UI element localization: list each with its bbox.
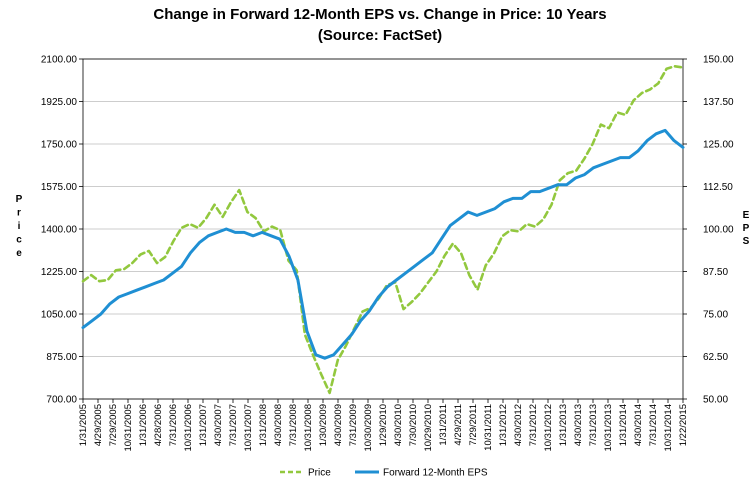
y-tick-label-right: 50.00 xyxy=(703,395,728,406)
x-tick-label: 10/31/2012 xyxy=(543,404,554,452)
x-tick-label: 10/29/2010 xyxy=(423,404,434,452)
y-tick-label-left: 1225.00 xyxy=(41,267,78,278)
x-tick-label: 7/29/2011 xyxy=(468,404,479,446)
x-tick-label: 7/30/2010 xyxy=(408,404,419,446)
chart-subtitle: (Source: FactSet) xyxy=(318,27,442,44)
x-tick-label: 1/30/2009 xyxy=(318,404,329,446)
x-tick-label: 7/31/2009 xyxy=(348,404,359,446)
legend: Price Forward 12-Month EPS xyxy=(280,468,488,479)
x-tick-label: 1/31/2012 xyxy=(498,404,509,446)
price-series-line xyxy=(81,65,685,395)
chart-title: Change in Forward 12-Month EPS vs. Chang… xyxy=(153,6,606,23)
x-tick-label: 1/31/2007 xyxy=(198,404,209,446)
x-tick-label: 1/31/2008 xyxy=(258,404,269,446)
series-lines xyxy=(81,65,685,395)
x-tick-label: 10/31/2014 xyxy=(663,404,674,452)
y-tick-label-right: 112.50 xyxy=(703,182,733,193)
y-tick-label-right: 75.00 xyxy=(703,310,728,321)
x-tick-label: 4/28/2006 xyxy=(153,404,164,446)
y-tick-label-right: 62.50 xyxy=(703,352,728,363)
y-tick-label-left: 1400.00 xyxy=(41,225,78,236)
x-tick-label: 1/31/2013 xyxy=(558,404,569,446)
x-tick-label: 4/29/2005 xyxy=(93,404,104,446)
x-tick-label: 7/31/2012 xyxy=(528,404,539,446)
x-tick-label: 10/31/2007 xyxy=(243,404,254,452)
y-tick-label-right: 100.00 xyxy=(703,225,734,236)
x-tick-label: 1/31/2006 xyxy=(138,404,149,446)
y-tick-label-left: 875.00 xyxy=(46,352,77,363)
grid xyxy=(83,58,683,400)
x-tick-label: 10/31/2013 xyxy=(603,404,614,452)
y-tick-label-left: 2100.00 xyxy=(41,55,78,66)
x-tick-label: 7/31/2006 xyxy=(168,404,179,446)
y-tick-label-right: 150.00 xyxy=(703,55,734,66)
x-tick-label: 4/30/2009 xyxy=(333,404,344,446)
x-tick-label: 1/31/2005 xyxy=(78,404,89,446)
y-tick-label-right: 137.50 xyxy=(703,97,734,108)
x-tick-label: 10/31/2008 xyxy=(303,404,314,452)
x-tick-label: 10/30/2009 xyxy=(363,404,374,452)
x-tick-label: 10/31/2006 xyxy=(183,404,194,452)
y-tick-label-left: 700.00 xyxy=(46,395,77,406)
y-tick-label-right: 87.50 xyxy=(703,267,728,278)
x-tick-label: 7/29/2005 xyxy=(108,404,119,446)
x-tick-label: 7/31/2013 xyxy=(588,404,599,446)
x-tick-label: 4/30/2008 xyxy=(273,404,284,446)
axes: 700.00 875.00 1050.00 1225.00 1400.00 1575.00… xyxy=(41,55,734,452)
eps-series-line xyxy=(81,128,685,360)
y-tick-label-left: 1925.00 xyxy=(41,97,78,108)
y-tick-label-left: 1575.00 xyxy=(41,182,78,193)
y-tick-label-right: 125.00 xyxy=(703,140,734,151)
x-tick-label: 10/31/2005 xyxy=(123,404,134,452)
x-tick-label: 1/22/2015 xyxy=(678,404,689,446)
y-tick-label-left: 1750.00 xyxy=(41,140,78,151)
x-tick-label: 1/29/2010 xyxy=(378,404,389,446)
x-tick-label: 7/31/2008 xyxy=(288,404,299,446)
x-tick-label: 7/31/2014 xyxy=(648,404,659,446)
x-tick-label: 4/30/2007 xyxy=(213,404,224,446)
x-tick-label: 4/30/2013 xyxy=(573,404,584,446)
legend-label: Price xyxy=(308,468,331,479)
x-tick-label: 7/31/2007 xyxy=(228,404,239,446)
x-tick-label: 4/29/2011 xyxy=(453,404,464,446)
x-tick-label: 4/30/2014 xyxy=(633,404,644,446)
x-tick-label: 4/30/2012 xyxy=(513,404,524,446)
legend-label: Forward 12-Month EPS xyxy=(383,468,488,479)
x-tick-label: 1/31/2011 xyxy=(438,404,449,446)
x-tick-label: 10/31/2011 xyxy=(483,404,494,451)
x-tick-label: 4/30/2010 xyxy=(393,404,404,446)
x-tick-label: 1/31/2014 xyxy=(618,404,629,446)
y-tick-label-left: 1050.00 xyxy=(41,310,78,321)
